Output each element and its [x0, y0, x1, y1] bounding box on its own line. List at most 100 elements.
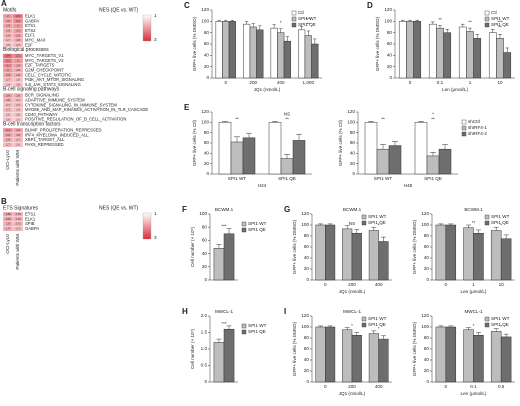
cell-value: 1.8	[6, 28, 10, 32]
y-tick-label: 80	[304, 233, 310, 238]
row-label: CELL_CYCLE_MITOTIC	[25, 72, 71, 77]
bar	[376, 148, 390, 175]
y-tick-label: 100	[347, 120, 355, 125]
panel-label: A	[1, 0, 7, 8]
y-tick-label: 40	[204, 151, 210, 156]
subtitle: H24	[258, 183, 267, 188]
row-label: MYD88_AND_MAP_KINASES_ACTIVATION_IN_TLR_…	[25, 107, 148, 112]
legend-swatch	[241, 221, 247, 227]
y-axis-label: GFP+ live cells (% DMSO)	[412, 219, 417, 274]
row-label: MYC_TARGETS_V2	[25, 58, 64, 63]
y-tick-label: 100	[421, 324, 429, 329]
bar	[215, 21, 223, 79]
y-tick-label: 80	[202, 224, 208, 229]
cell-value: 1.7	[6, 142, 10, 146]
x-tick-label: 400	[277, 80, 285, 85]
legend-label: shCtrl	[468, 119, 480, 124]
x-axis-label: JQ1 (nmol/L)	[339, 289, 366, 294]
color-scale	[142, 212, 152, 240]
legend-swatch	[241, 323, 247, 329]
y-tick-label: 60	[387, 41, 393, 46]
bar	[503, 52, 512, 79]
cell-value: 1.7	[16, 103, 20, 107]
row-label: BCR_SIGNALING	[25, 93, 59, 98]
cell-value: 1.8	[6, 98, 10, 102]
bar	[256, 29, 264, 79]
y-tick-label: 0	[204, 379, 207, 384]
legend-label: SPI1 WT	[298, 16, 317, 21]
x-tick-label: 0.1	[437, 80, 444, 85]
x-tick-label: 200	[348, 282, 356, 287]
bar	[311, 43, 319, 79]
y-tick-label: 0.5	[201, 363, 208, 368]
column-label: Patients with WM	[15, 234, 20, 270]
legend-label: Ctl	[491, 10, 497, 15]
heat-cell	[12, 82, 24, 88]
bar	[463, 329, 474, 383]
bar	[268, 122, 282, 175]
significance: **	[381, 117, 385, 122]
cell-value: 2	[7, 14, 9, 18]
y-tick-label: 100	[201, 19, 209, 24]
bar	[388, 145, 402, 175]
row-label: PI3K_AKT_MTOR_SIGNALING	[25, 77, 84, 82]
bar	[249, 26, 257, 79]
cell-value: 1.8	[6, 33, 10, 37]
x-tick-label: 0	[324, 282, 327, 287]
bar	[426, 155, 440, 175]
significance: *	[378, 222, 380, 227]
bar	[342, 329, 353, 383]
cell-value: 1.86	[5, 212, 11, 216]
panel-label: H	[182, 307, 188, 316]
y-tick-label: 40	[304, 255, 310, 260]
cell-value: 1.77	[5, 226, 11, 230]
bar	[490, 331, 502, 383]
bar	[414, 122, 428, 175]
chart-title: MWCL-1	[343, 309, 362, 314]
row-label: POSITIVE_REGULATION_OF_B_CELL_ACTIVATION	[25, 117, 126, 122]
bar	[325, 224, 336, 281]
y-axis-label: GFP+ live cells (% DMSO)	[375, 16, 380, 71]
x-tick-label: SPI1 WT	[228, 176, 247, 181]
significance: **	[235, 117, 239, 122]
row-label: ADAPTIVE_IMMUNE_SYSTEM	[25, 98, 85, 103]
row-label: BLIMP_PROLIFERATION_REPRESSED	[25, 128, 101, 133]
significance: NS	[284, 112, 290, 117]
bar	[435, 326, 447, 383]
bar	[351, 335, 362, 383]
y-tick-label: 120	[421, 313, 429, 318]
y-tick-label: 20	[304, 266, 310, 271]
y-tick-label: 20	[204, 161, 210, 166]
y-tick-label: 40	[304, 357, 310, 362]
chart-title: MWCL-1	[215, 309, 234, 314]
bar	[435, 224, 447, 281]
y-tick-label: 2.0	[201, 313, 208, 318]
bar	[298, 29, 306, 79]
legend-label: SPI1 QE	[248, 227, 266, 232]
bar	[378, 338, 389, 383]
bar	[378, 241, 389, 281]
y-tick-label: 60	[304, 244, 310, 249]
significance: *	[473, 323, 475, 328]
cell-value: 1.7	[16, 43, 20, 47]
significance: **	[431, 117, 435, 122]
bar	[228, 21, 236, 79]
legend-label: SPI1 QE	[368, 322, 386, 327]
bar	[364, 122, 378, 175]
y-tick-label: 80	[424, 335, 430, 340]
bar	[463, 227, 474, 281]
y-tick-label: 60	[202, 238, 208, 243]
legend-swatch	[361, 316, 367, 322]
x-tick-label: 0.5	[498, 384, 505, 389]
chart-title: BCWM.1	[343, 207, 362, 212]
cell-value: 1.9	[6, 24, 10, 28]
cell-value: 1.8	[16, 93, 20, 97]
significance: ***	[221, 224, 227, 229]
x-tick-label: 0	[224, 80, 227, 85]
significance: *	[280, 20, 282, 25]
legend-swatch	[484, 10, 490, 16]
row-label: ETS2	[25, 28, 36, 33]
significance: ***	[306, 17, 312, 22]
legend-label: Ctl	[298, 10, 304, 15]
cell-value: 1.9	[16, 33, 20, 37]
